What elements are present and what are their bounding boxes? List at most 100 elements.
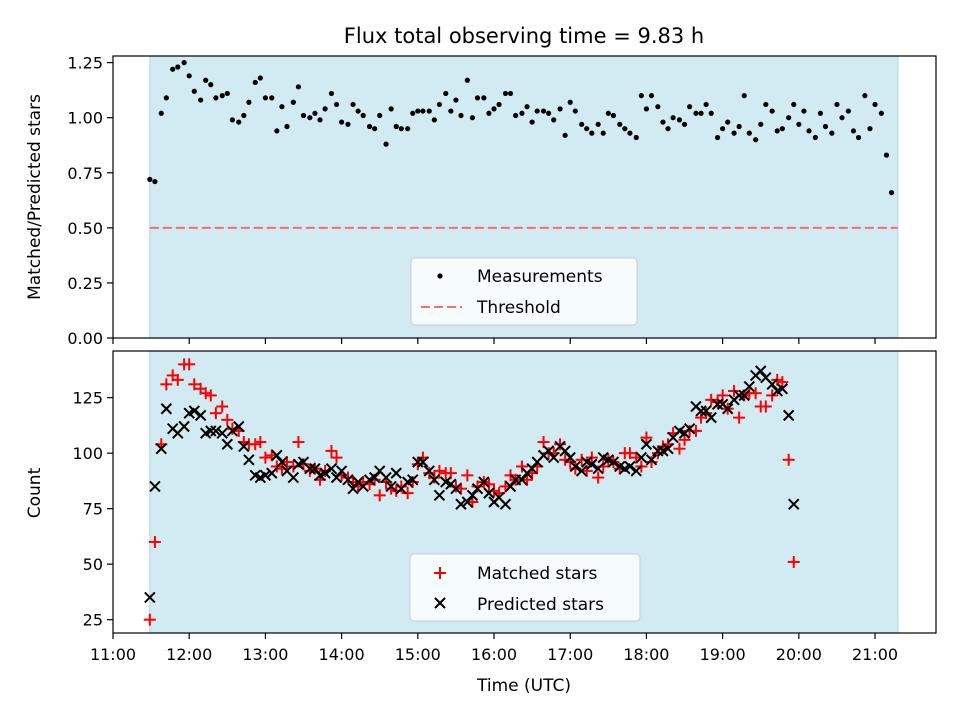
measurement-point	[698, 110, 704, 116]
predicted-star-point	[499, 498, 512, 510]
measurement-point	[507, 90, 514, 97]
predicted-star-point	[335, 465, 348, 477]
top-data-marks	[147, 60, 898, 229]
y-tick-label: 125	[72, 389, 103, 408]
predicted-star-point	[542, 445, 555, 457]
measurement-point	[605, 110, 611, 116]
top-y-ticks: 0.00 0.25 0.50 0.75 1.00 1.25	[67, 54, 113, 348]
matched-star-point	[401, 487, 414, 500]
predicted-star-point	[221, 438, 234, 450]
bottom-x-ticks: 11:00 12:00 13:00 14:00 15:00 16:00 17:00 18:00…	[90, 633, 898, 664]
matched-star-point	[515, 460, 528, 473]
bottom-data-marks	[143, 358, 800, 626]
y-tick-label: 0.25	[67, 274, 103, 293]
measurement-point	[474, 95, 481, 101]
legend-label-matched-stars: Matched stars	[477, 564, 597, 584]
matched-star-point	[749, 387, 762, 400]
measurement-point	[763, 101, 769, 108]
measurement-point	[676, 117, 683, 123]
predicted-star-point	[782, 409, 795, 422]
measurement-point	[617, 121, 623, 127]
measurement-point	[862, 93, 868, 99]
measurement-point	[822, 123, 829, 130]
legend-marker-predicted-stars	[434, 597, 446, 609]
predicted-star-point	[450, 482, 462, 495]
predicted-star-point	[216, 427, 228, 439]
measurement-point	[360, 112, 366, 119]
predicted-star-point	[766, 378, 778, 391]
x-tick-label: 17:00	[547, 645, 593, 664]
measurement-point	[191, 88, 197, 94]
matched-star-point	[428, 471, 441, 484]
matched-star-point	[705, 393, 718, 406]
predicted-star-point	[178, 420, 190, 433]
matched-star-point	[325, 444, 338, 457]
measurement-point	[708, 110, 714, 116]
measurement-point	[584, 126, 590, 132]
predicted-star-point	[259, 469, 272, 482]
predicted-star-point	[733, 389, 745, 402]
measurement-point	[241, 112, 247, 119]
measurement-point	[562, 132, 568, 138]
measurement-point	[600, 130, 606, 136]
measurement-point	[262, 95, 269, 101]
predicted-star-point	[319, 467, 331, 479]
predicted-star-point	[564, 451, 576, 464]
measurement-point	[203, 77, 209, 83]
predicted-star-point	[423, 465, 435, 477]
predicted-star-point	[417, 456, 429, 468]
matched-star-point	[782, 453, 795, 466]
measurement-point	[524, 104, 530, 110]
measurement-point	[448, 108, 454, 114]
measurement-point	[322, 106, 328, 112]
measurement-point	[284, 123, 290, 130]
predicted-star-point	[461, 496, 474, 508]
measurement-point	[398, 126, 404, 132]
measurement-point	[481, 95, 487, 101]
measurement-point	[546, 110, 552, 116]
measurement-point	[753, 137, 759, 143]
measurement-point	[579, 121, 585, 127]
predicted-star-point	[569, 460, 582, 473]
x-tick-label: 12:00	[166, 645, 212, 664]
bottom-plot-frame	[112, 350, 937, 634]
measurement-point	[589, 130, 595, 136]
measurement-point	[415, 108, 421, 114]
bottom-panel: Count Time (UTC) 25 50 75 100 125 11:00 12:00…	[25, 350, 937, 696]
measurement-point	[627, 130, 633, 136]
predicted-star-point	[711, 398, 724, 410]
predicted-star-point	[188, 405, 200, 417]
measurement-point	[878, 110, 884, 116]
measurement-point	[181, 60, 187, 66]
measurement-point	[557, 106, 563, 112]
measurement-point	[436, 101, 443, 108]
x-tick-label: 13:00	[242, 645, 288, 664]
predicted-star-point	[743, 380, 756, 393]
measurement-point	[687, 104, 693, 110]
matched-star-point	[373, 489, 386, 502]
predicted-star-point	[624, 460, 636, 473]
measurement-point	[551, 117, 557, 123]
predicted-star-point	[695, 405, 707, 417]
top-legend-box	[410, 257, 638, 326]
top-plot-frame	[112, 55, 937, 339]
measurement-point	[655, 104, 661, 110]
predicted-star-point	[155, 442, 167, 455]
predicted-star-point	[287, 471, 300, 484]
matched-star-point	[759, 400, 772, 413]
predicted-star-point	[575, 465, 588, 477]
measurement-point	[845, 108, 851, 114]
legend-marker-measurements	[437, 273, 443, 279]
matched-star-point	[259, 451, 272, 464]
predicted-star-point	[276, 456, 288, 468]
measurement-point	[252, 79, 258, 86]
matched-star-point	[171, 373, 184, 386]
matched-star-point	[292, 436, 305, 449]
predicted-star-point	[586, 458, 598, 470]
predicted-star-point	[559, 445, 571, 457]
predicted-star-point	[788, 498, 800, 510]
measurement-point	[786, 115, 792, 121]
measurement-point	[163, 95, 169, 101]
predicted-star-point	[160, 403, 173, 415]
x-tick-label: 11:00	[90, 645, 136, 664]
